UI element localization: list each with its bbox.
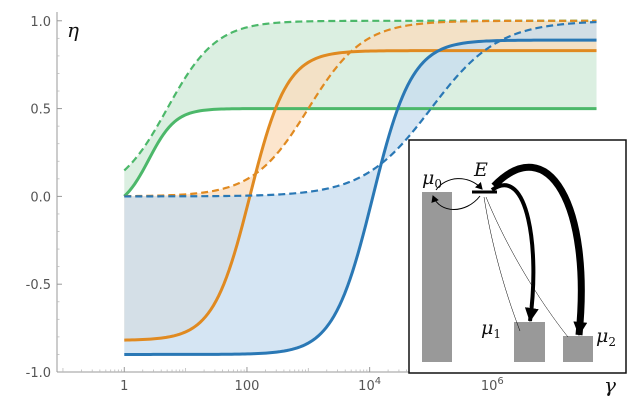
shaded-region-2: [124, 22, 597, 355]
label-mu2: μ2: [596, 325, 616, 349]
x-tick-label-3: 106: [481, 376, 504, 394]
dashed-curve-1: [124, 19, 597, 198]
x-axis-label: γ: [604, 373, 616, 397]
x-tick-label-2: 104: [358, 376, 381, 394]
arrow-e-to-mu1-thick: [490, 183, 539, 322]
arrow-e-to-mu2-thin: [485, 196, 569, 338]
ticks: 1.0 0.5 0.0 -0.5 -1.0 1 100 104 106: [26, 15, 616, 394]
dashed-curve-2: [124, 20, 597, 198]
y-axis-label: η: [67, 18, 79, 42]
arrow-e-to-mu0: [431, 195, 481, 210]
state-bar-mu2: [563, 336, 593, 362]
x-tick-label-0: 1: [120, 379, 128, 394]
arrow-e-to-mu1-thin: [483, 196, 521, 332]
state-bar-mu0: [422, 192, 452, 362]
y-tick-label-3: -0.5: [26, 278, 51, 293]
solid-curve-2: [124, 38, 597, 356]
x-tick-label-1: 100: [235, 379, 260, 394]
label-mu0: μ0: [422, 167, 442, 191]
y-tick-label-0: 1.0: [30, 15, 51, 30]
y-tick-label-4: -1.0: [26, 366, 51, 381]
label-e: E: [473, 159, 488, 181]
y-tick-label-2: 0.0: [30, 190, 51, 205]
y-tick-label-1: 0.5: [30, 103, 51, 118]
solid-curve-0: [123, 107, 597, 198]
arrow-mu0-to-e: [435, 178, 483, 191]
solid-curve-1: [124, 49, 597, 342]
inset-diagram: μ0 E μ1 μ2: [408, 139, 627, 374]
curves: [123, 19, 597, 356]
label-mu1: μ1: [481, 317, 501, 341]
arrow-e-to-mu2-thick: [491, 163, 588, 336]
